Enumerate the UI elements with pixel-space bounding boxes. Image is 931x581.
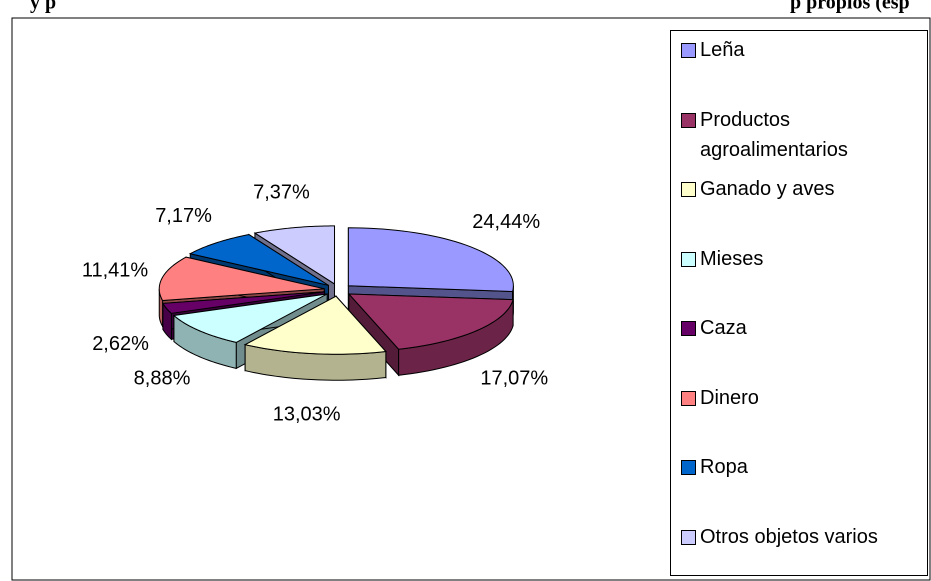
legend-label: Leña <box>700 39 745 61</box>
legend-item: Dinero <box>681 383 921 413</box>
legend-item: Leña <box>681 35 921 65</box>
data-label: 7,17% <box>155 205 212 227</box>
legend-item: Ropa <box>681 452 921 482</box>
legend-item: Caza <box>681 313 921 343</box>
title-fragment: p propios (esp <box>790 0 910 14</box>
data-label: 7,37% <box>253 181 310 203</box>
legend-swatch <box>681 460 696 475</box>
slice-face <box>253 225 336 285</box>
slice-face <box>158 256 325 301</box>
legend-swatch <box>681 43 696 58</box>
legend-swatch <box>681 321 696 336</box>
slice-face <box>243 295 387 355</box>
legend-label: Dinero <box>700 386 759 409</box>
slice-face <box>172 293 328 343</box>
legend-label: Ganado y aves <box>700 178 835 200</box>
legend-item: Productos agroalimentarios <box>681 105 921 165</box>
legend-item: Otros objetos varios <box>681 522 921 552</box>
legend-swatch <box>681 529 696 545</box>
legend: Leña Productos agroalimentarios Ganado y a… <box>670 30 928 576</box>
slice <box>347 292 514 377</box>
slice-face <box>347 293 514 350</box>
title-fragment: y p <box>30 0 56 14</box>
legend-label: Caza <box>700 317 747 339</box>
data-label: 11,41% <box>82 260 149 282</box>
legend-swatch <box>681 112 696 128</box>
legend-swatch <box>681 390 696 406</box>
data-label: 13,03% <box>273 403 341 425</box>
legend-swatch <box>681 182 696 197</box>
slice-face <box>162 291 325 314</box>
data-label: 2,62% <box>92 333 149 355</box>
legend-item: Mieses <box>681 244 921 274</box>
legend-label: Otros objetos varios <box>700 525 878 548</box>
legend-label: Mieses <box>700 247 764 270</box>
legend-swatch <box>681 251 696 267</box>
slice-face <box>347 227 514 292</box>
data-label: 24,44% <box>472 211 540 233</box>
legend-label: Productos agroalimentarios <box>700 108 848 161</box>
slice <box>243 294 387 381</box>
slice-face <box>188 234 329 286</box>
legend-item: Ganado y aves <box>681 174 921 204</box>
data-label: 17,07% <box>480 367 548 389</box>
data-label: 8,88% <box>134 367 191 389</box>
legend-label: Ropa <box>700 456 748 478</box>
